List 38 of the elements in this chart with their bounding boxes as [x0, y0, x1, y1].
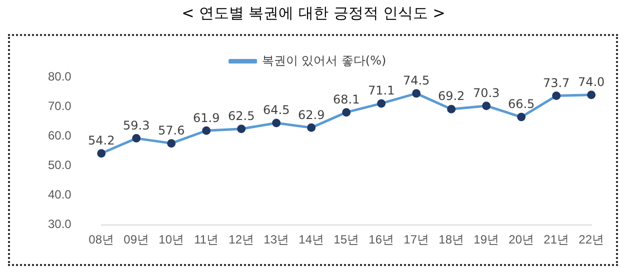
y-tick-label: 30.0	[48, 217, 72, 232]
x-tick-label: 18년	[438, 232, 464, 246]
x-tick-label: 13년	[264, 232, 290, 246]
data-label: 66.5	[508, 97, 535, 112]
x-tick-label: 19년	[474, 232, 500, 246]
data-label: 73.7	[542, 76, 570, 90]
x-tick-label: 15년	[334, 232, 360, 246]
x-tick-label: 08년	[88, 232, 114, 246]
x-tick-label: 10년	[158, 232, 184, 246]
x-tick-label: 12년	[228, 232, 254, 246]
data-label: 54.2	[88, 133, 115, 148]
y-tick-label: 40.0	[48, 188, 72, 202]
chart-title: < 연도별 복권에 대한 긍정적 인식도 >	[180, 4, 446, 23]
x-tick-label: 22년	[578, 232, 604, 246]
data-label: 70.3	[472, 86, 500, 100]
data-label: 57.6	[158, 123, 185, 138]
y-tick-label: 70.0	[48, 99, 72, 114]
data-label: 61.9	[192, 110, 220, 125]
data-label: 69.2	[438, 89, 465, 104]
y-tick-label: 50.0	[48, 158, 72, 172]
x-tick-label: 21년	[544, 232, 570, 246]
y-tick-label: 80.0	[48, 70, 72, 84]
data-label: 62.9	[298, 108, 325, 122]
y-tick-label: 60.0	[48, 128, 72, 143]
x-tick-label: 17년	[404, 232, 430, 246]
legend-label: 복권이 있어서 좋다(%)	[262, 53, 386, 68]
x-tick-label: 11년	[194, 232, 219, 246]
x-tick-label: 16년	[368, 232, 394, 246]
x-tick-label: 09년	[124, 232, 150, 246]
data-label: 71.1	[368, 84, 395, 98]
data-label: 62.5	[228, 108, 255, 123]
data-label: 59.3	[122, 118, 150, 132]
x-tick-label: 20년	[508, 232, 534, 246]
data-label: 64.5	[262, 103, 290, 118]
data-label: 74.0	[578, 75, 605, 90]
data-label: 68.1	[332, 92, 360, 106]
data-label: 74.5	[402, 74, 430, 88]
x-tick-label: 14년	[298, 232, 324, 246]
